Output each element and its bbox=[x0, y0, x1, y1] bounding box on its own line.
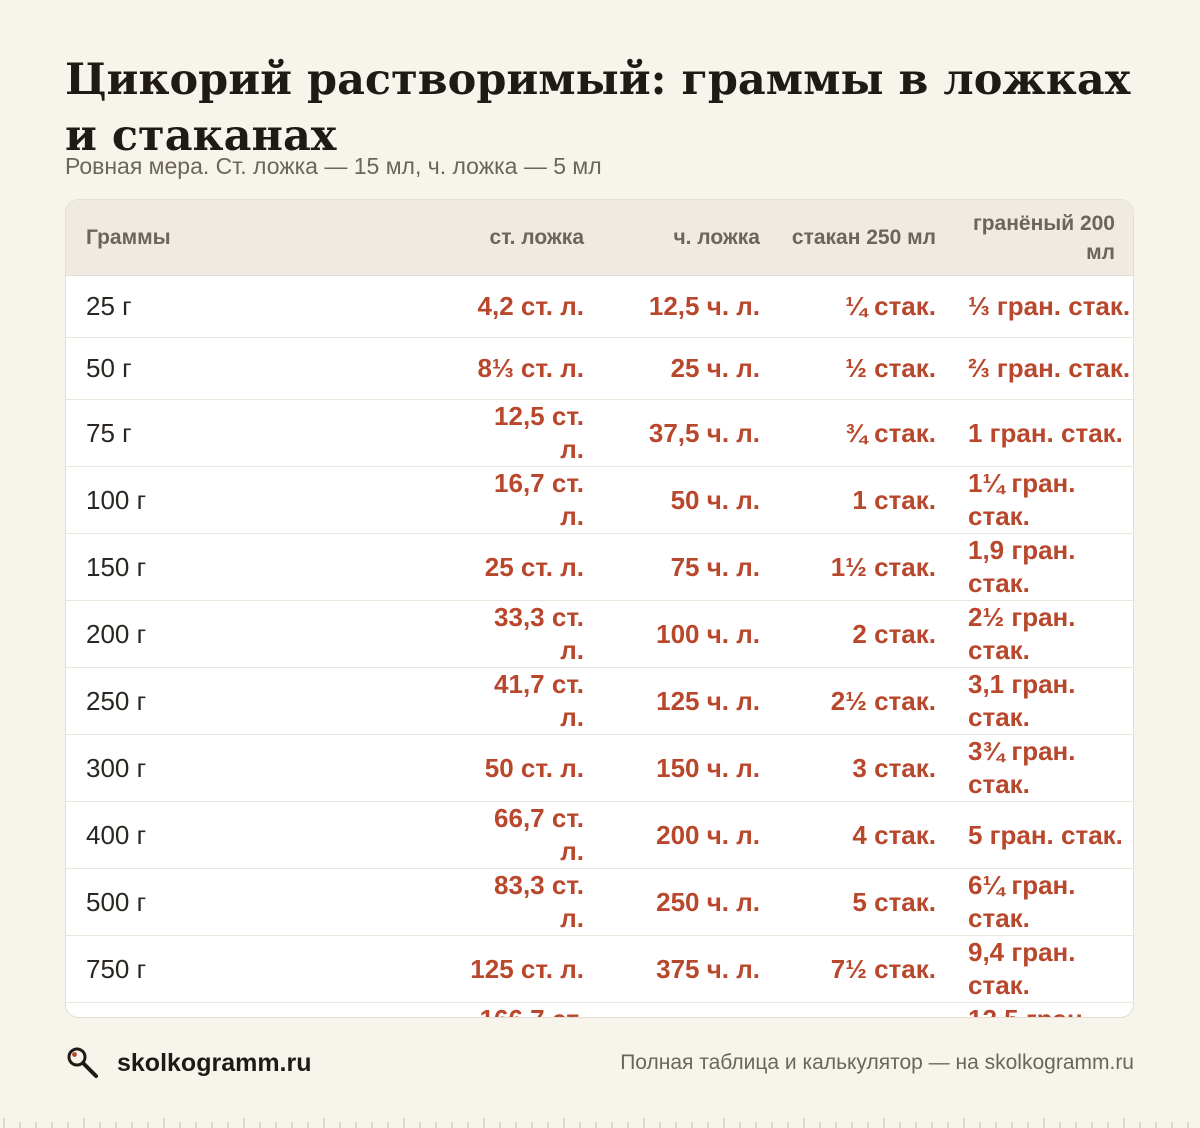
cell-grams: 150 г bbox=[66, 533, 428, 601]
cell-glass-250: 1 стак. bbox=[780, 466, 956, 534]
cell-glass-250: ¼ стак. bbox=[780, 275, 956, 338]
table-row: 150 г 25 ст. л. 75 ч. л. 1½ стак. 1,9 гран. … bbox=[66, 533, 1133, 601]
table-row: 1000 г166,7 ст. л.500 ч. л.10 стак.12,5 … bbox=[66, 1003, 1133, 1018]
cell-teaspoon: 37,5 ч. л. bbox=[604, 399, 780, 467]
cell-faceted-glass-200: ⅔ гран. стак. bbox=[956, 337, 1133, 400]
cell-teaspoon: 500 ч. л. bbox=[604, 1003, 780, 1018]
cell-tablespoon: 4,2 ст. л. bbox=[428, 275, 604, 338]
cell-faceted-glass-200: 5 гран. стак. bbox=[956, 801, 1133, 869]
table-row: 300 г 50 ст. л. 150 ч. л. 3 стак. 3¾ гран. с… bbox=[66, 734, 1133, 802]
cell-glass-250: 5 стак. bbox=[780, 868, 956, 936]
cell-grams: 100 г bbox=[66, 466, 428, 534]
cell-faceted-glass-200: 9,4 гран. стак. bbox=[956, 935, 1133, 1003]
table-body: 25 г 4,2 ст. л. 12,5 ч. л. ¼ стак. ⅓ гран. с… bbox=[66, 275, 1133, 1018]
cell-tablespoon: 50 ст. л. bbox=[428, 734, 604, 802]
magnifier-icon bbox=[65, 1045, 101, 1081]
cell-teaspoon: 100 ч. л. bbox=[604, 600, 780, 668]
cell-tablespoon: 8⅓ ст. л. bbox=[428, 337, 604, 400]
cell-teaspoon: 12,5 ч. л. bbox=[604, 275, 780, 338]
cell-tablespoon: 66,7 ст. л. bbox=[428, 801, 604, 869]
cell-tablespoon: 125 ст. л. bbox=[428, 935, 604, 1003]
cell-grams: 1000 г bbox=[66, 1003, 428, 1018]
cell-teaspoon: 25 ч. л. bbox=[604, 337, 780, 400]
table-row: 400 г 66,7 ст. л. 200 ч. л. 4 стак. 5 гран. … bbox=[66, 801, 1133, 869]
cell-faceted-glass-200: 3,1 гран. стак. bbox=[956, 667, 1133, 735]
cell-glass-250: ¾ стак. bbox=[780, 399, 956, 467]
table-row: 500 г 83,3 ст. л. 250 ч. л. 5 стак. 6¼ гран.… bbox=[66, 868, 1133, 936]
cell-teaspoon: 200 ч. л. bbox=[604, 801, 780, 869]
cell-teaspoon: 375 ч. л. bbox=[604, 935, 780, 1003]
table-row: 50 г 8⅓ ст. л. 25 ч. л. ½ стак. ⅔ гран. стак… bbox=[66, 337, 1133, 400]
header-teaspoon: ч. ложка bbox=[604, 200, 780, 276]
table-row: 25 г 4,2 ст. л. 12,5 ч. л. ¼ стак. ⅓ гран. с… bbox=[66, 275, 1133, 338]
footer-site-name: skolkogramm.ru bbox=[117, 1048, 312, 1077]
cell-faceted-glass-200: 1,9 гран. стак. bbox=[956, 533, 1133, 601]
page-subtitle: Ровная мера. Ст. ложка — 15 мл, ч. ложка… bbox=[65, 153, 602, 179]
footer-brand: skolkogramm.ru bbox=[65, 1045, 312, 1081]
cell-glass-250: 2½ стак. bbox=[780, 667, 956, 735]
table-row: 250 г 41,7 ст. л. 125 ч. л. 2½ стак. 3,1 гра… bbox=[66, 667, 1133, 735]
cell-faceted-glass-200: 3¾ гран. стак. bbox=[956, 734, 1133, 802]
cell-grams: 250 г bbox=[66, 667, 428, 735]
cell-glass-250: ½ стак. bbox=[780, 337, 956, 400]
cell-faceted-glass-200: ⅓ гран. стак. bbox=[956, 275, 1133, 338]
ruler-decoration bbox=[3, 1118, 1189, 1128]
cell-glass-250: 7½ стак. bbox=[780, 935, 956, 1003]
cell-glass-250: 10 стак. bbox=[780, 1003, 956, 1018]
cell-tablespoon: 12,5 ст. л. bbox=[428, 399, 604, 467]
table-row: 100 г 16,7 ст. л. 50 ч. л. 1 стак. 1¼ гран. … bbox=[66, 466, 1133, 534]
cell-glass-250: 3 стак. bbox=[780, 734, 956, 802]
header-tablespoon: ст. ложка bbox=[428, 200, 604, 276]
table-header: Граммы ст. ложка ч. ложка стакан 250 мл … bbox=[66, 200, 1133, 276]
table-row: 200 г 33,3 ст. л. 100 ч. л. 2 стак. 2½ гран.… bbox=[66, 600, 1133, 668]
cell-tablespoon: 41,7 ст. л. bbox=[428, 667, 604, 735]
cell-grams: 500 г bbox=[66, 868, 428, 936]
cell-glass-250: 4 стак. bbox=[780, 801, 956, 869]
cell-grams: 300 г bbox=[66, 734, 428, 802]
conversion-table: Граммы ст. ложка ч. ложка стакан 250 мл … bbox=[66, 200, 1133, 1018]
conversion-table-card: Граммы ст. ложка ч. ложка стакан 250 мл … bbox=[65, 199, 1134, 1018]
cell-grams: 25 г bbox=[66, 275, 428, 338]
cell-tablespoon: 83,3 ст. л. bbox=[428, 868, 604, 936]
cell-teaspoon: 75 ч. л. bbox=[604, 533, 780, 601]
cell-grams: 750 г bbox=[66, 935, 428, 1003]
header-glass-250: стакан 250 мл bbox=[780, 200, 956, 276]
cell-grams: 200 г bbox=[66, 600, 428, 668]
header-faceted-glass-200: гранёный 200 мл bbox=[956, 200, 1133, 276]
cell-teaspoon: 50 ч. л. bbox=[604, 466, 780, 534]
cell-faceted-glass-200: 1¼ гран. стак. bbox=[956, 466, 1133, 534]
cell-faceted-glass-200: 2½ гран. стак. bbox=[956, 600, 1133, 668]
cell-tablespoon: 33,3 ст. л. bbox=[428, 600, 604, 668]
cell-grams: 400 г bbox=[66, 801, 428, 869]
cell-grams: 50 г bbox=[66, 337, 428, 400]
cell-faceted-glass-200: 6¼ гран. стак. bbox=[956, 868, 1133, 936]
cell-tablespoon: 166,7 ст. л. bbox=[428, 1003, 604, 1017]
cell-faceted-glass-200: 12,5 гран. стак. bbox=[956, 1003, 1133, 1017]
table-row: 750 г 125 ст. л. 375 ч. л. 7½ стак. 9,4 гран… bbox=[66, 935, 1133, 1003]
header-row: Граммы ст. ложка ч. ложка стакан 250 мл … bbox=[66, 200, 1133, 276]
cell-tablespoon: 25 ст. л. bbox=[428, 533, 604, 601]
cell-teaspoon: 150 ч. л. bbox=[604, 734, 780, 802]
cell-teaspoon: 125 ч. л. bbox=[604, 667, 780, 735]
cell-faceted-glass-200: 1 гран. стак. bbox=[956, 399, 1133, 467]
footer-note: Полная таблица и калькулятор — на skolko… bbox=[620, 1051, 1134, 1074]
cell-glass-250: 2 стак. bbox=[780, 600, 956, 668]
cell-tablespoon: 16,7 ст. л. bbox=[428, 466, 604, 534]
page-title: Цикорий растворимый: граммы в ложках и с… bbox=[65, 55, 1131, 161]
cell-grams: 75 г bbox=[66, 399, 428, 467]
table-row: 75 г 12,5 ст. л. 37,5 ч. л. ¾ стак. 1 гран. … bbox=[66, 399, 1133, 467]
cell-teaspoon: 250 ч. л. bbox=[604, 868, 780, 936]
cell-glass-250: 1½ стак. bbox=[780, 533, 956, 601]
header-grams: Граммы bbox=[66, 200, 428, 276]
